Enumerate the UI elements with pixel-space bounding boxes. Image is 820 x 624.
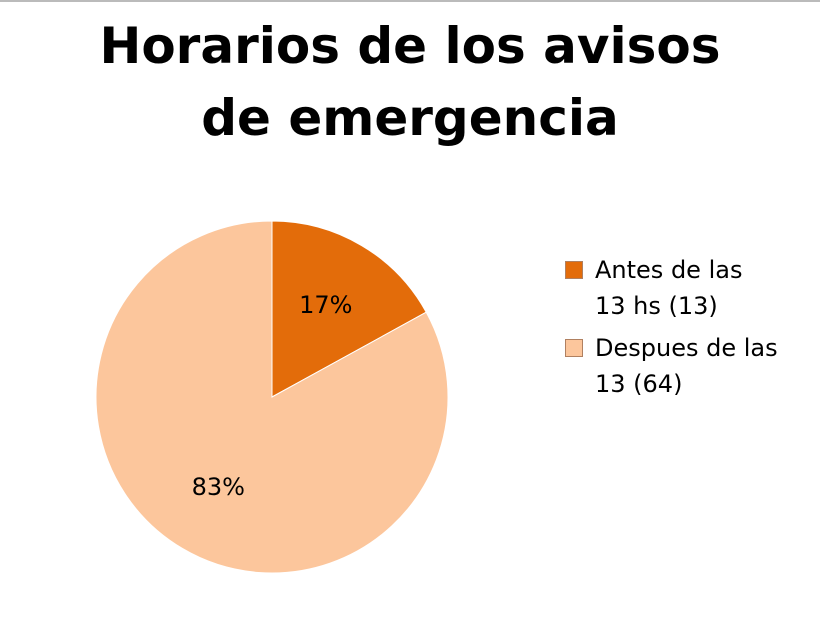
legend-swatch — [565, 261, 583, 279]
chart-title: Horarios de los avisos de emergencia — [99, 17, 721, 147]
legend-swatch — [565, 339, 583, 357]
pie-slice — [95, 220, 449, 574]
data-label: 17% — [299, 291, 352, 319]
legend-label: Antes de las 13 hs (13) — [595, 256, 743, 320]
data-label: 83% — [192, 473, 245, 501]
legend-label: Despues de las 13 (64) — [595, 334, 778, 398]
pie-slice — [271, 220, 427, 398]
legend-item: Despues de las 13 (64) — [565, 330, 780, 402]
legend-item: Antes de las 13 hs (13) — [565, 252, 780, 324]
